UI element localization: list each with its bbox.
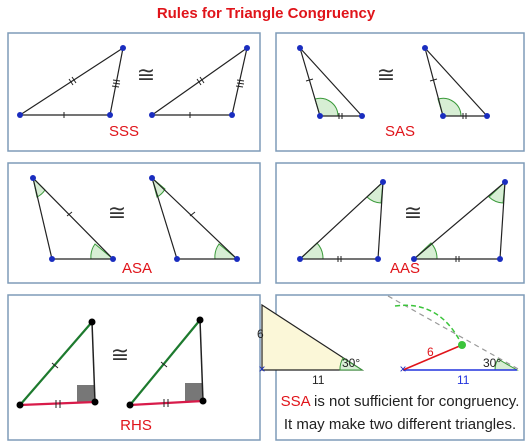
panel xyxy=(7,162,261,284)
congruent-symbol: ≅ xyxy=(108,200,126,225)
side-label: 11 xyxy=(457,373,470,387)
sas-figure xyxy=(297,45,490,119)
panel xyxy=(7,294,261,441)
side-label: 6 xyxy=(427,345,434,359)
rule-label: SAS xyxy=(385,123,415,140)
congruent-symbol: ≅ xyxy=(137,62,155,87)
caption: It may make two different triangles. xyxy=(284,416,516,433)
sss-figure xyxy=(17,45,250,118)
rhs-figure xyxy=(16,316,207,409)
ssa-label: SSA xyxy=(281,393,311,410)
rule-label: ASA xyxy=(122,260,152,277)
caption: SSA is not sufficient for congruency. xyxy=(281,393,520,410)
side-label: 11 xyxy=(312,373,325,387)
svg-text:×: × xyxy=(258,362,265,376)
caption-text: is not sufficient for congruency. xyxy=(310,393,520,410)
rule-label: AAS xyxy=(390,260,420,277)
rule-label: SSS xyxy=(109,123,139,140)
angle-label: 30° xyxy=(342,356,360,370)
side-label: 6 xyxy=(257,327,264,341)
svg-text:×: × xyxy=(399,362,406,376)
panel xyxy=(275,32,525,152)
angle-label: 30° xyxy=(483,356,501,370)
congruent-symbol: ≅ xyxy=(377,62,395,87)
congruent-symbol: ≅ xyxy=(111,342,129,367)
aas-figure xyxy=(297,179,508,262)
panel xyxy=(7,32,261,152)
ssa-figure: × × xyxy=(258,295,521,376)
title: Rules for Triangle Congruency xyxy=(157,5,376,22)
rule-label: RHS xyxy=(120,417,152,434)
panel xyxy=(275,162,525,284)
congruent-symbol: ≅ xyxy=(404,200,422,225)
asa-figure xyxy=(30,175,240,262)
